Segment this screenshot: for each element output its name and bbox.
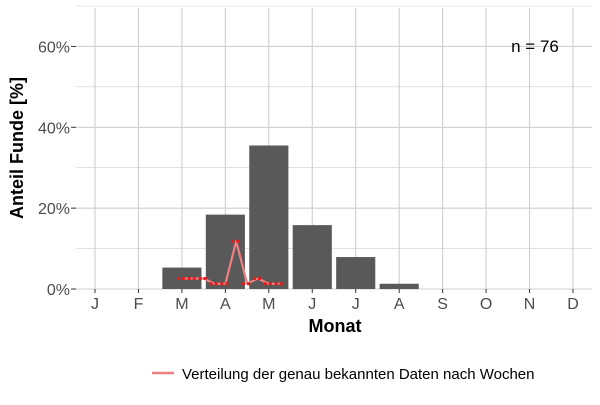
x-tick-label: J <box>308 296 316 313</box>
x-tick-label: J <box>352 296 360 313</box>
y-tick-label: 60% <box>38 39 70 56</box>
y-tick-label: 40% <box>38 120 70 137</box>
bars <box>162 145 419 289</box>
x-tick-label: N <box>524 296 536 313</box>
y-tick-label: 0% <box>47 282 70 299</box>
y-tick-label: 20% <box>38 201 70 218</box>
y-axis-title: Anteil Funde [%] <box>7 77 27 219</box>
x-tick-label: J <box>91 296 99 313</box>
bar-4 <box>249 145 289 289</box>
x-axis-title: Monat <box>309 316 362 336</box>
weekly-line-path <box>181 240 280 285</box>
x-tick-label: A <box>220 296 231 313</box>
bar-7 <box>379 283 419 289</box>
weekly-line <box>176 239 285 286</box>
x-tick-label: A <box>394 296 405 313</box>
x-tick-label: M <box>175 296 188 313</box>
legend: Verteilung der genau bekannten Daten nac… <box>152 366 535 383</box>
x-tick-label: D <box>567 296 579 313</box>
x-tick-label: O <box>480 296 492 313</box>
x-tick-label: S <box>437 296 448 313</box>
bar-5 <box>292 225 332 289</box>
bar-6 <box>336 257 376 289</box>
sample-size-annotation: n = 76 <box>511 37 559 56</box>
x-tick-label: F <box>134 296 144 313</box>
y-axis-ticks: 0% 20% 40% 60% <box>38 39 76 299</box>
legend-label: Verteilung der genau bekannten Daten nac… <box>182 366 535 383</box>
x-tick-label: M <box>262 296 275 313</box>
